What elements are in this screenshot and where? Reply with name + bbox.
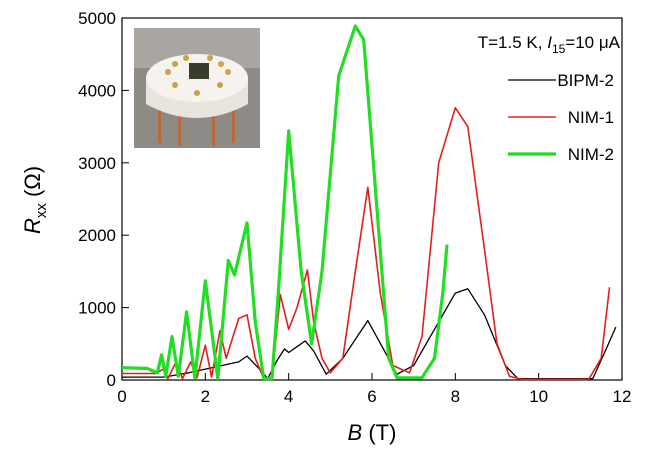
y-tick-label: 0 [107, 371, 116, 390]
x-tick-label: 6 [367, 387, 376, 406]
inset-photo [134, 28, 260, 148]
x-tick-label: 12 [613, 387, 632, 406]
y-axis-label-part: R [20, 218, 45, 234]
annotation-part: =10 μA [565, 33, 620, 52]
x-tick-label: 4 [284, 387, 293, 406]
y-tick-label: 3000 [78, 154, 116, 173]
series-line [122, 288, 617, 380]
y-axis-label-part: xx [33, 203, 50, 219]
y-tick-label: 5000 [78, 9, 116, 28]
series-line [122, 107, 611, 381]
y-axis-label: Rxx (Ω) [20, 166, 50, 234]
legend-label: BIPM-2 [557, 71, 614, 90]
x-axis-label-part: (T) [362, 420, 396, 445]
y-tick-label: 2000 [78, 226, 116, 245]
x-tick-label: 10 [529, 387, 548, 406]
y-tick-label: 4000 [78, 81, 116, 100]
y-axis-label-part: (Ω) [20, 166, 45, 203]
annotation-part: I [547, 33, 552, 52]
series-line [121, 24, 449, 381]
annotation-part: T=1.5 K, [478, 33, 547, 52]
x-tick-label: 2 [201, 387, 210, 406]
x-axis-label-part: B [348, 420, 363, 445]
x-tick-label: 8 [451, 387, 460, 406]
legend-label: NIM-2 [568, 145, 614, 164]
annotation: T=1.5 K, I15=10 μA [478, 33, 621, 56]
y-tick-label: 1000 [78, 299, 116, 318]
x-axis-label: B (T) [348, 420, 397, 445]
x-tick-label: 0 [117, 387, 126, 406]
legend-label: NIM-1 [568, 108, 614, 127]
annotation-part: 15 [552, 42, 566, 56]
